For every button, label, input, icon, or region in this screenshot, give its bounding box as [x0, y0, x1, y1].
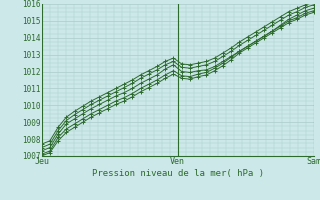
X-axis label: Pression niveau de la mer( hPa ): Pression niveau de la mer( hPa ) — [92, 169, 264, 178]
